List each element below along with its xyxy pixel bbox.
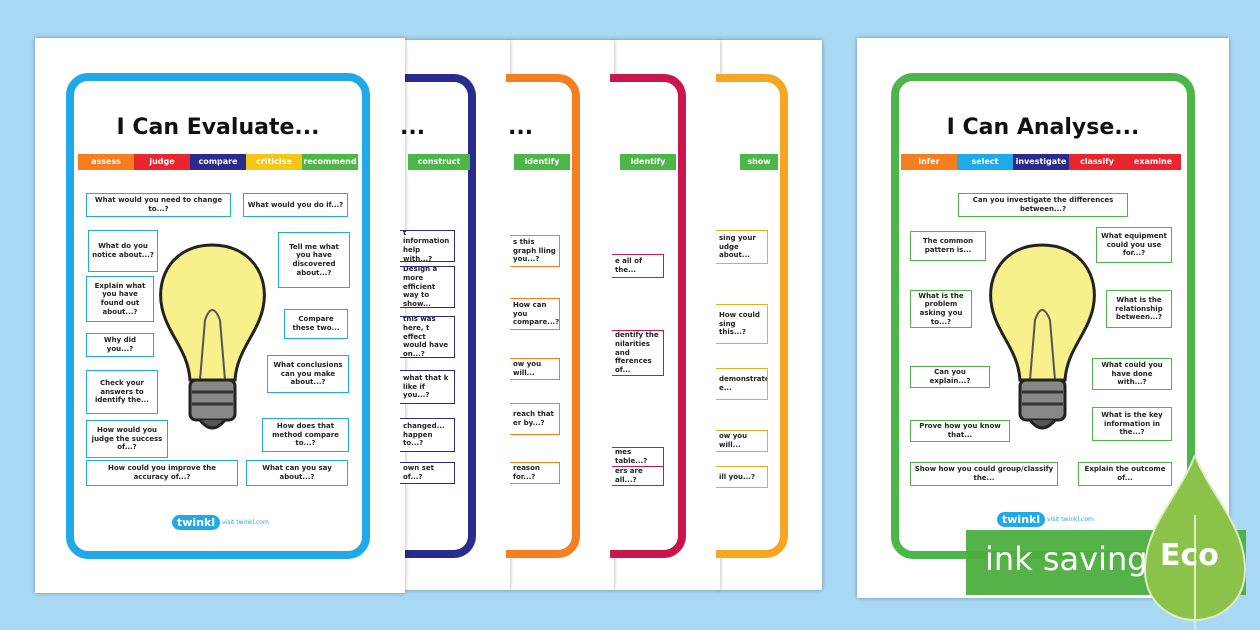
tag: identify (620, 154, 676, 170)
question-fragment: mes table...? (612, 447, 664, 467)
question-fragment: changed... happen to...? (400, 418, 455, 452)
poster-title: I Can Analyse... (946, 115, 1140, 140)
tag: criticise (246, 154, 302, 170)
tag: select (957, 154, 1013, 170)
question-box: What could you have done with...? (1092, 358, 1172, 390)
question-fragment: ow you will... (510, 358, 560, 380)
tag: examine (1125, 154, 1181, 170)
question-fragment: ers are all...? (612, 466, 664, 486)
tag: identify (514, 154, 570, 170)
question-fragment: t information help with...? (400, 230, 455, 262)
badge-label: Eco (1160, 538, 1219, 573)
tag: infer (901, 154, 957, 170)
question-box: What is the problem asking you to...? (910, 290, 972, 328)
tag: judge (134, 154, 190, 170)
question-fragment: what that k like if you...? (400, 370, 455, 404)
question-box: What equipment could you use for...? (1096, 227, 1172, 263)
question-box: What conclusions can you make about...? (267, 355, 349, 393)
question-fragment: sing your udge about... (716, 230, 768, 264)
tag: show (740, 154, 778, 170)
question-fragment: Design a more efficient way to show... (400, 266, 455, 308)
question-box: What can you say about...? (246, 460, 348, 486)
question-box: What do you notice about...? (88, 230, 158, 272)
question-box: Explain the outcome of... (1078, 462, 1172, 486)
tag: classify (1069, 154, 1125, 170)
logo: twinkl (172, 515, 221, 530)
question-fragment: ill you...? (716, 466, 768, 488)
tag: assess (78, 154, 134, 170)
badge-text: ink saving (985, 540, 1148, 578)
url: visit twinkl.com (222, 519, 269, 526)
logo: twinkl (997, 512, 1046, 527)
question-box: Prove how you know that... (910, 420, 1010, 442)
question-fragment: reason for...? (510, 462, 560, 484)
question-fragment: dentify the nilarities and fferences of.… (612, 330, 664, 376)
question-box: Explain what you have found out about...… (86, 276, 154, 322)
question-fragment: this was here, t effect would have on...… (400, 316, 455, 358)
question-fragment: reach that er by...? (510, 403, 560, 435)
lightbulb (989, 243, 1096, 430)
tag: investigate (1013, 154, 1069, 170)
question-box: Why did you...? (86, 333, 154, 357)
question-box: What would you need to change to...? (86, 193, 231, 217)
question-box: Check your answers to identify the... (86, 370, 158, 414)
question-box: Can you explain...? (910, 366, 990, 388)
question-fragment: s this graph lling you...? (510, 235, 560, 267)
tag: recommend (302, 154, 358, 170)
question-box: Compare these two... (284, 309, 348, 339)
question-box: How could you improve the accuracy of...… (86, 460, 238, 486)
tag: construct (408, 154, 470, 170)
question-fragment: How can you compare...? (510, 298, 560, 330)
question-box: How would you judge the success of...? (86, 420, 168, 458)
question-box: What is the relationship between...? (1106, 290, 1172, 328)
lightbulb (159, 243, 266, 430)
title-fragment: ... (400, 115, 426, 140)
question-fragment: demonstrate e... (716, 368, 768, 400)
question-box: Tell me what you have discovered about..… (278, 232, 350, 288)
question-fragment: How could sing this...? (716, 304, 768, 344)
poster-title: I Can Evaluate... (116, 115, 320, 140)
question-fragment: e all of the... (612, 254, 664, 278)
question-fragment: ow you will... (716, 430, 768, 452)
question-box: What would you do if...? (243, 193, 348, 217)
question-box: What is the key information in the...? (1092, 407, 1172, 441)
question-box: Show how you could group/classify the... (910, 462, 1058, 486)
leaf (1143, 455, 1247, 630)
url: visit twinkl.com (1047, 516, 1094, 523)
tag: compare (190, 154, 246, 170)
title-fragment: ... (508, 115, 534, 140)
question-fragment: own set of...? (400, 462, 455, 484)
question-box: The common pattern is... (910, 231, 986, 261)
question-box: How does that method compare to...? (262, 418, 349, 452)
question-box: Can you investigate the differences betw… (958, 193, 1128, 217)
